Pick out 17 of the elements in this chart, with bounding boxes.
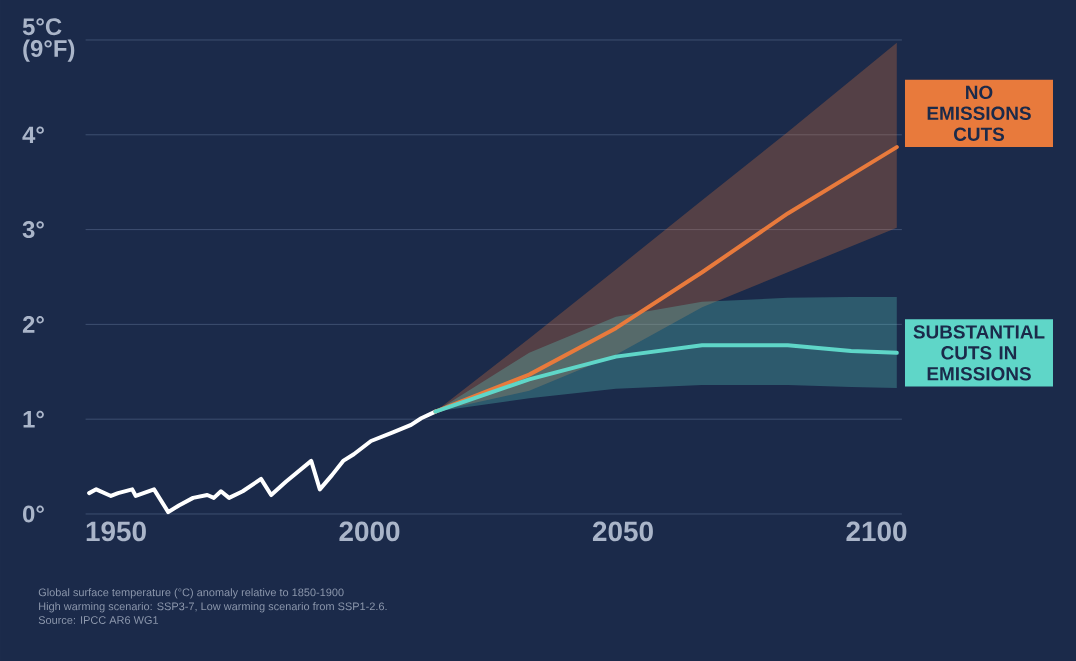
text: High warming scenario: SSP3-7, Low warming scenario from SSP1-2.6. (39, 602, 387, 613)
series-label: NO EMISSIONS CUTS (927, 85, 1031, 141)
y-tick-label: 5°C (9°F) (22, 18, 75, 62)
x-tick-label: 1950 (86, 521, 146, 542)
x-tick-label: 2050 (592, 521, 653, 542)
y-tick-label: 1° (23, 410, 44, 428)
source-note: Source: IPCC AR6 WG1 (38, 616, 159, 624)
line-series (433, 343, 899, 414)
line-series (87, 409, 438, 515)
x-tick-label: 2100 (846, 521, 907, 542)
y-tick-label: 3° (22, 221, 44, 239)
text: Global surface temperature (°C) anomaly relative to 1850-1900 (38, 588, 344, 599)
y-tick-label: 0° (23, 505, 44, 523)
series-label: SUBSTANTIAL CUTS IN EMISSIONS (913, 325, 1045, 381)
x-tick-label: 2000 (339, 521, 400, 542)
y-tick-label: 4° (22, 126, 44, 144)
y-tick-label: 2° (22, 316, 44, 333)
